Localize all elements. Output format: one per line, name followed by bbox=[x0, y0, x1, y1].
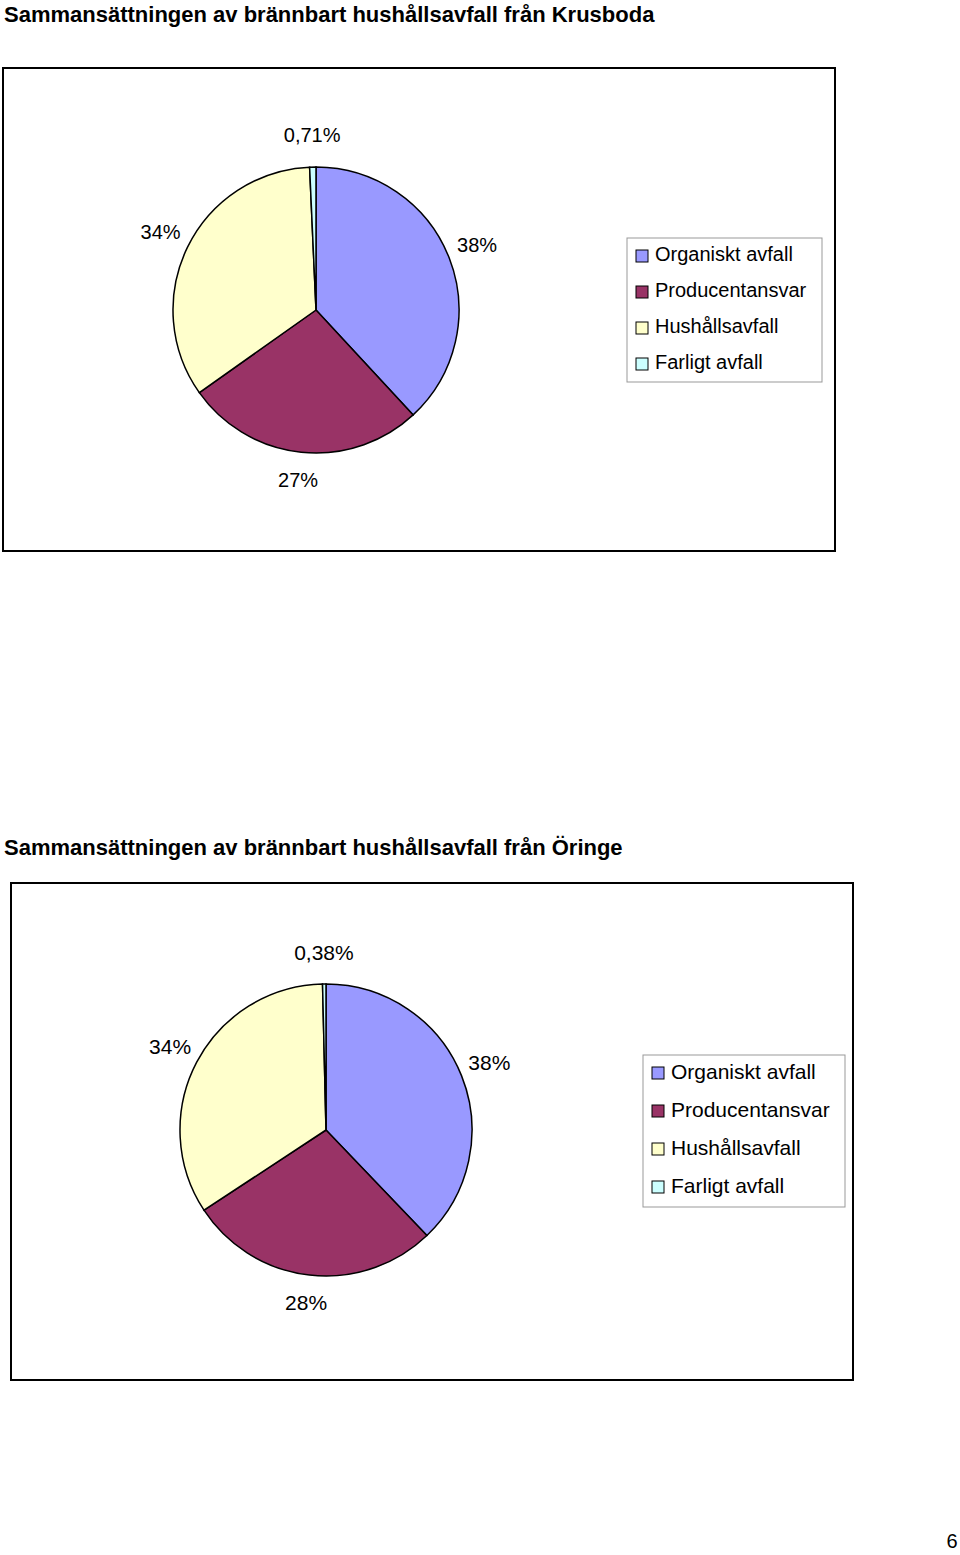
legend-swatch bbox=[636, 286, 648, 298]
legend-label: Organiskt avfall bbox=[655, 243, 793, 265]
legend-label: Farligt avfall bbox=[671, 1174, 784, 1197]
legend-swatch bbox=[652, 1181, 664, 1193]
pie-chart: Sammansättningen av brännbart hushållsav… bbox=[4, 835, 853, 1380]
data-label: 0,38% bbox=[294, 941, 354, 964]
legend-swatch bbox=[636, 358, 648, 370]
data-label: 27% bbox=[278, 469, 318, 491]
chart-title: Sammansättningen av brännbart hushållsav… bbox=[4, 2, 655, 27]
legend: Organiskt avfall Producentansvar Hushållsa… bbox=[643, 1055, 845, 1207]
legend-label: Farligt avfall bbox=[655, 351, 763, 373]
legend: Organiskt avfall Producentansvar Hushållsa… bbox=[627, 238, 822, 382]
legend-swatch bbox=[636, 250, 648, 262]
pie-slice bbox=[173, 167, 316, 393]
legend-swatch bbox=[636, 322, 648, 334]
data-label: 34% bbox=[141, 221, 181, 243]
legend-label: Producentansvar bbox=[671, 1098, 830, 1121]
legend-label: Hushållsavfall bbox=[655, 315, 778, 337]
data-label: 38% bbox=[468, 1051, 510, 1074]
legend-swatch bbox=[652, 1143, 664, 1155]
pie-slice bbox=[323, 984, 326, 1130]
legend-label: Organiskt avfall bbox=[671, 1060, 816, 1083]
data-label: 28% bbox=[285, 1291, 327, 1314]
slices bbox=[173, 167, 459, 453]
legend-swatch bbox=[652, 1067, 664, 1079]
chart-title: Sammansättningen av brännbart hushållsav… bbox=[4, 835, 623, 860]
legend-label: Producentansvar bbox=[655, 279, 807, 301]
chart-frame bbox=[3, 68, 835, 551]
page: Sammansättningen av brännbart hushållsav… bbox=[0, 0, 960, 1555]
legend-box bbox=[627, 238, 822, 382]
data-labels: 38% 28% 34% 0,38% bbox=[149, 941, 510, 1315]
pie-slice bbox=[310, 167, 316, 310]
data-label: 38% bbox=[457, 234, 497, 256]
data-labels: 38% 27% 34% 0,71% bbox=[141, 124, 498, 491]
chart-frame bbox=[11, 883, 853, 1380]
legend-box bbox=[643, 1055, 845, 1207]
pie-slice bbox=[180, 984, 326, 1210]
data-label: 0,71% bbox=[284, 124, 341, 146]
slices bbox=[180, 984, 472, 1276]
legend-label: Hushållsavfall bbox=[671, 1136, 801, 1159]
pie-chart: Sammansättningen av brännbart hushållsav… bbox=[3, 2, 835, 551]
data-label: 34% bbox=[149, 1035, 191, 1058]
page-number: 6 bbox=[946, 1530, 957, 1552]
legend-swatch bbox=[652, 1105, 664, 1117]
